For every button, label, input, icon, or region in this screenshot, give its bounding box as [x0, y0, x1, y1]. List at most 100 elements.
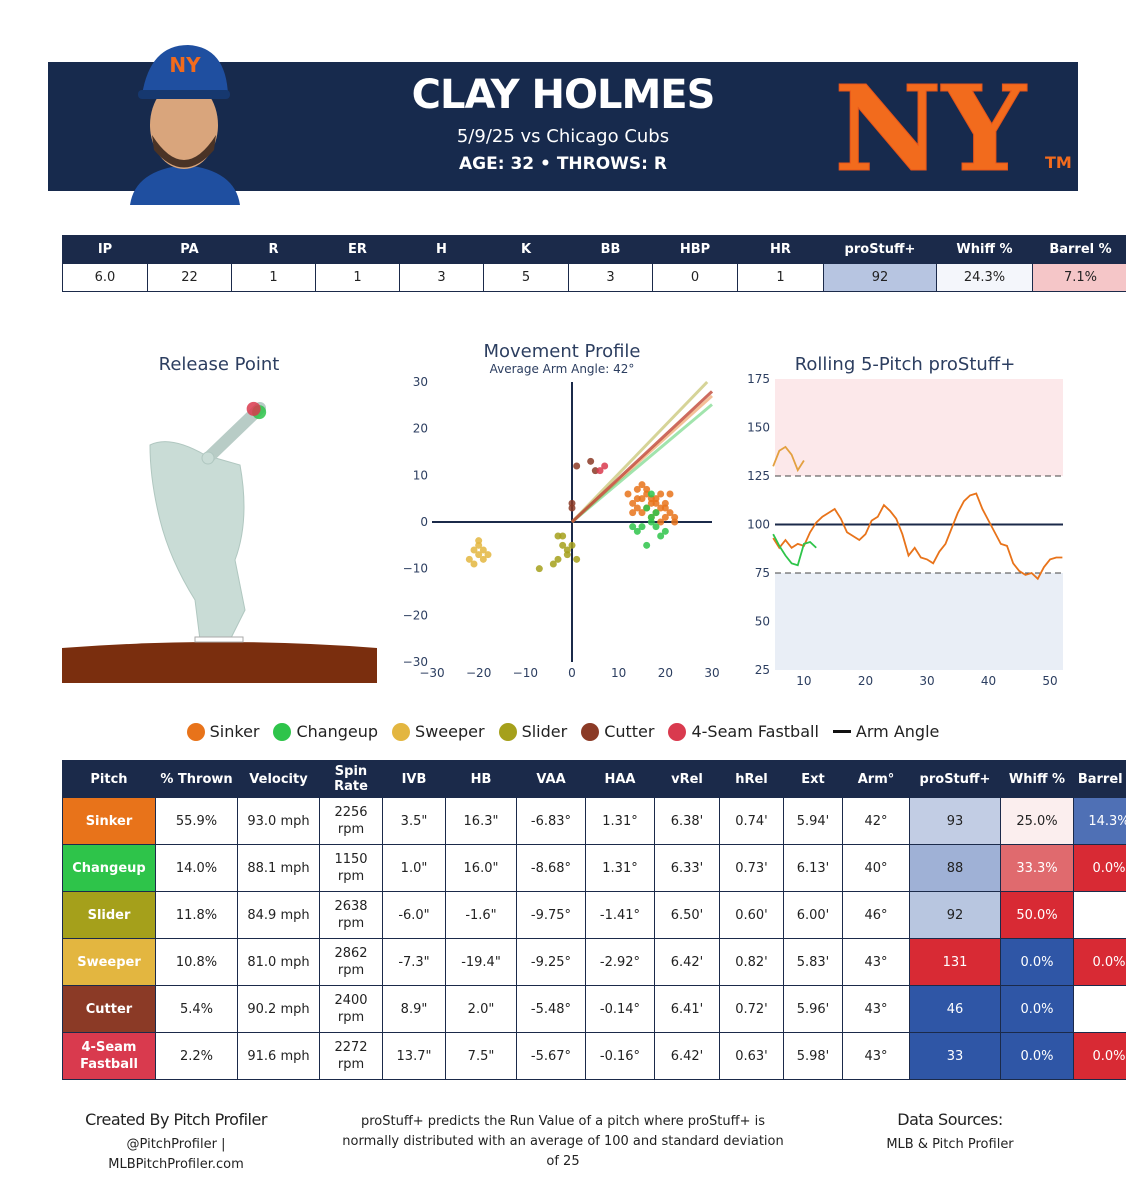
- y-tick-label: 75: [755, 566, 770, 580]
- footer-site: MLBPitchProfiler.com: [108, 1157, 244, 1172]
- legend-swatch: [273, 722, 292, 741]
- pitch-value: 2400 rpm: [319, 985, 383, 1033]
- pitch-name: Sinker: [62, 797, 156, 845]
- movement-point: [652, 509, 660, 517]
- footer-sources: MLB & Pitch Profiler: [886, 1137, 1014, 1152]
- movement-point: [643, 541, 651, 549]
- pitch-value: 93: [909, 797, 1001, 845]
- legend-swatch: [498, 722, 517, 741]
- pitch-value: 6.13': [783, 844, 843, 892]
- y-tick-label: 100: [747, 518, 770, 532]
- release-point: [246, 401, 261, 416]
- arm-angle-line: [570, 390, 714, 524]
- pitch-value: 5.94': [783, 797, 843, 845]
- pitch-value: 6.41': [654, 985, 720, 1033]
- chart-title: Rolling 5-Pitch proStuff+: [795, 354, 1016, 375]
- pitch-row: Sinker 55.9% 93.0 mph 2256 rpm 3.5" 16.3" -6.8…: [62, 797, 1126, 845]
- movement-point: [657, 532, 665, 540]
- pitch-value: -7.3": [382, 938, 446, 986]
- player-name: CLAY HOLMES: [411, 72, 716, 118]
- movement-point: [657, 518, 665, 526]
- pitch-value: 2638 rpm: [319, 891, 383, 939]
- pitch-value: 5.83': [783, 938, 843, 986]
- legend-swatch: [581, 722, 600, 741]
- team-logo: NY: [834, 59, 1028, 198]
- summary-column: IP: [62, 235, 148, 264]
- summary-header: IP PA R ER H K BB HBP HR proStuff+ Whiff % Barrel %: [62, 235, 1126, 264]
- rolling-line: [772, 533, 817, 567]
- movement-point: [479, 546, 487, 554]
- high-band: [775, 379, 1063, 476]
- pitch-column: HB: [445, 760, 517, 798]
- movement-point: [643, 485, 651, 493]
- legend-item: Sinker: [186, 722, 260, 741]
- pitch-value: 88: [909, 844, 1001, 892]
- pitch-value: 40°: [842, 844, 910, 892]
- legend-label: Slider: [521, 722, 568, 741]
- pitch-value: 8.9": [382, 985, 446, 1033]
- pitch-value: 0.0%: [1073, 1032, 1126, 1080]
- x-tick-label: −10: [513, 666, 538, 680]
- pitch-value: 0.0%: [1000, 1032, 1074, 1080]
- legend-label: Arm Angle: [855, 722, 940, 741]
- pitch-value: 11.8%: [155, 891, 238, 939]
- pitch-value: 2862 rpm: [319, 938, 383, 986]
- summary-value: 6.0: [62, 263, 148, 292]
- movement-point: [601, 462, 609, 470]
- pitch-value: 93.0 mph: [237, 797, 320, 845]
- pitch-value: -1.6": [445, 891, 517, 939]
- pitch-value: -5.67°: [516, 1032, 586, 1080]
- movement-point: [638, 509, 646, 517]
- summary-value: 0: [652, 263, 738, 292]
- summary-value: 3: [568, 263, 653, 292]
- legend-line: [832, 730, 851, 733]
- y-tick-label: 50: [755, 615, 770, 629]
- pitch-row: Changeup 14.0% 88.1 mph 1150 rpm 1.0" 16.0" -8…: [62, 844, 1126, 892]
- y-tick-label: 25: [755, 663, 770, 677]
- summary-column: HR: [737, 235, 824, 264]
- game-info: 5/9/25 vs Chicago Cubs: [456, 126, 670, 147]
- pitch-name: Slider: [62, 891, 156, 939]
- pitch-value: 0.63': [719, 1032, 784, 1080]
- summary-column: K: [483, 235, 569, 264]
- pitch-value: 50.0%: [1000, 891, 1074, 939]
- pitch-value: 0.60': [719, 891, 784, 939]
- x-tick-label: 30: [704, 666, 719, 680]
- pitch-row: Sweeper 10.8% 81.0 mph 2862 rpm -7.3" -19.4" -…: [62, 938, 1126, 986]
- pitch-value: 91.6 mph: [237, 1032, 320, 1080]
- pitch-value: 46: [909, 985, 1001, 1033]
- movement-point: [643, 504, 651, 512]
- pitch-value: -1.41°: [585, 891, 655, 939]
- movement-point: [647, 513, 655, 521]
- legend-label: Sinker: [209, 722, 260, 741]
- movement-point: [633, 504, 641, 512]
- x-tick-label: 40: [981, 674, 996, 688]
- summary-column: HBP: [652, 235, 738, 264]
- movement-point: [633, 485, 641, 493]
- movement-point: [563, 551, 571, 559]
- arm-angle-line: [570, 380, 709, 524]
- pitch-value: 6.50': [654, 891, 720, 939]
- pitch-value: 42°: [842, 797, 910, 845]
- movement-point: [629, 499, 637, 507]
- pitch-column: Arm°: [842, 760, 910, 798]
- movement-point: [554, 555, 562, 563]
- low-band: [775, 573, 1063, 670]
- pitch-value: 1.31°: [585, 844, 655, 892]
- pitch-value: 2.2%: [155, 1032, 238, 1080]
- pitch-value: 81.0 mph: [237, 938, 320, 986]
- summary-table: IP PA R ER H K BB HBP HR proStuff+ Whiff % Barrel %…: [62, 235, 1126, 292]
- legend-label: Cutter: [604, 722, 655, 741]
- summary-column: Barrel %: [1032, 235, 1126, 264]
- svg-text:NY: NY: [169, 53, 201, 77]
- pitch-value: 33: [909, 1032, 1001, 1080]
- pitch-name: Sweeper: [62, 938, 156, 986]
- pitcher-silhouette: [149, 402, 266, 641]
- movement-point: [475, 551, 483, 559]
- movement-point: [652, 499, 660, 507]
- player-photo: NY: [130, 45, 240, 205]
- y-tick-label: −30: [403, 655, 428, 669]
- pitch-value: 2.0": [445, 985, 517, 1033]
- pitch-column: proStuff+: [909, 760, 1001, 798]
